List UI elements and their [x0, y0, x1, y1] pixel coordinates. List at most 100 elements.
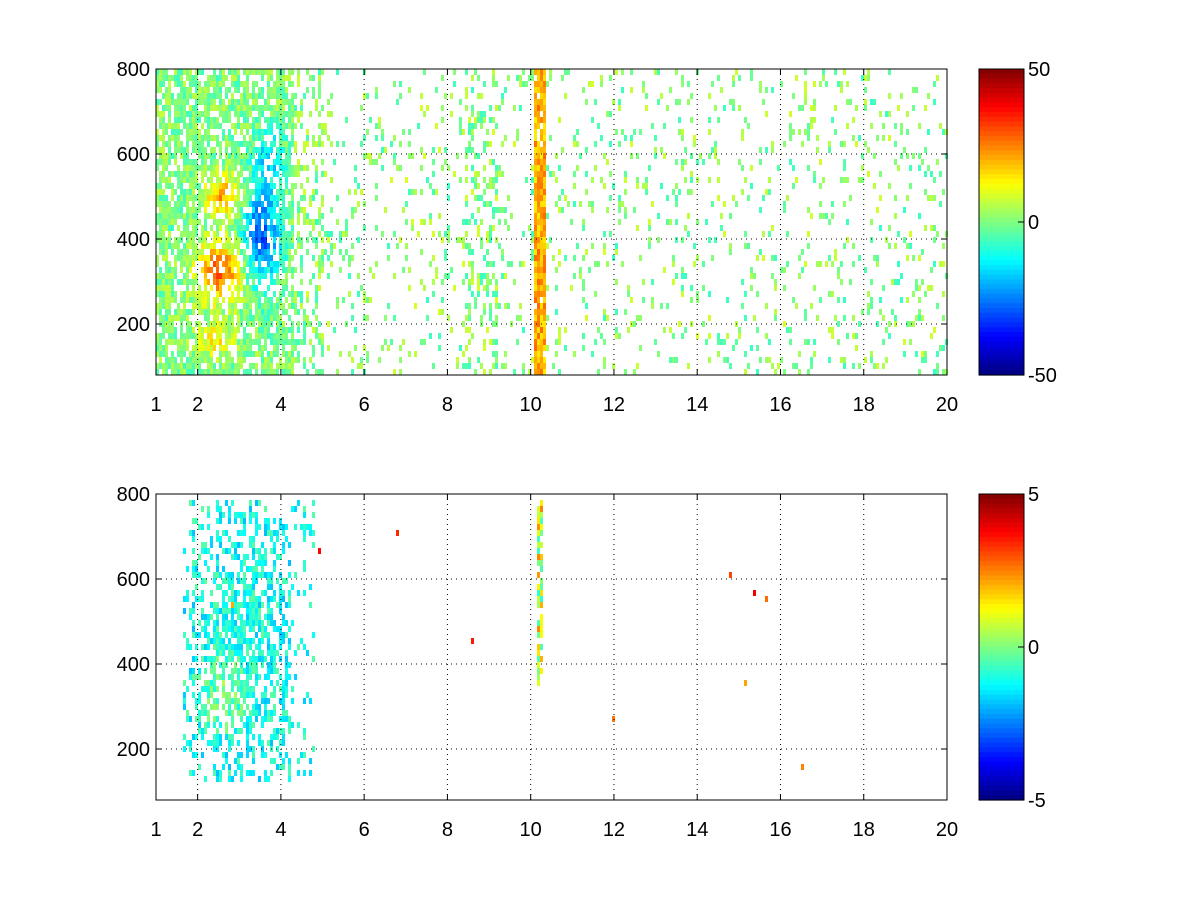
heatmap-cell: [543, 129, 546, 135]
heatmap-cell: [246, 566, 249, 572]
heatmap-cell: [675, 357, 678, 363]
heatmap-cell: [165, 255, 168, 261]
heatmap-cell: [291, 105, 294, 111]
heatmap-cell: [210, 147, 213, 153]
heatmap-cell: [192, 81, 195, 87]
heatmap-cell: [294, 524, 297, 530]
heatmap-cell: [261, 698, 264, 704]
heatmap-cell: [270, 740, 273, 746]
heatmap-cell: [861, 165, 864, 171]
heatmap-cell: [537, 285, 540, 291]
heatmap-cell: [255, 297, 258, 303]
heatmap-cell: [282, 524, 285, 530]
heatmap-cell: [537, 153, 540, 159]
heatmap-cell: [270, 309, 273, 315]
heatmap-cell: [189, 716, 192, 722]
heatmap-cell: [207, 195, 210, 201]
heatmap-cell: [249, 692, 252, 698]
heatmap-cell: [165, 297, 168, 303]
heatmap-cell: [681, 273, 684, 279]
heatmap-cell: [222, 75, 225, 81]
heatmap-cell: [264, 321, 267, 327]
heatmap-cell: [402, 207, 405, 213]
heatmap-cell: [264, 207, 267, 213]
heatmap-cell: [474, 177, 477, 183]
heatmap-cell: [243, 315, 246, 321]
heatmap-cell: [168, 207, 171, 213]
heatmap-cell: [534, 291, 537, 297]
heatmap-cell: [174, 189, 177, 195]
heatmap-cell: [282, 243, 285, 249]
heatmap-cell: [507, 225, 510, 231]
heatmap-cell: [339, 351, 342, 357]
heatmap-cell: [213, 207, 216, 213]
heatmap-cell: [522, 231, 525, 237]
heatmap-cell: [186, 327, 189, 333]
heatmap-cell: [543, 207, 546, 213]
heatmap-cell: [282, 201, 285, 207]
heatmap-cell: [267, 165, 270, 171]
heatmap-cell: [264, 686, 267, 692]
heatmap-cell: [204, 183, 207, 189]
heatmap-cell: [270, 255, 273, 261]
heatmap-cell: [237, 279, 240, 285]
heatmap-cell: [675, 195, 678, 201]
heatmap-cell: [285, 686, 288, 692]
heatmap-cell: [477, 225, 480, 231]
heatmap-cell: [318, 213, 321, 219]
heatmap-cell: [456, 153, 459, 159]
heatmap-cell: [246, 165, 249, 171]
heatmap-cell: [540, 219, 543, 225]
heatmap-cell: [549, 135, 552, 141]
heatmap-cell: [447, 315, 450, 321]
heatmap-cell: [378, 357, 381, 363]
heatmap-cell: [228, 363, 231, 369]
heatmap-cell: [420, 93, 423, 99]
heatmap-cell: [321, 267, 324, 273]
heatmap-cell: [879, 225, 882, 231]
heatmap-cell: [207, 177, 210, 183]
heatmap-cell: [558, 249, 561, 255]
heatmap-cell: [264, 267, 267, 273]
heatmap-cell: [618, 333, 621, 339]
heatmap-cell: [159, 273, 162, 279]
heatmap-cell: [288, 722, 291, 728]
heatmap-cell: [306, 524, 309, 530]
heatmap-cell: [756, 327, 759, 333]
heatmap-cell: [834, 255, 837, 261]
heatmap-cell: [159, 357, 162, 363]
heatmap-cell: [213, 716, 216, 722]
heatmap-cell: [222, 548, 225, 554]
heatmap-cell: [642, 279, 645, 285]
heatmap-cell: [306, 369, 309, 375]
heatmap-cell: [210, 740, 213, 746]
heatmap-cell: [228, 321, 231, 327]
x-tick-label: 12: [603, 394, 625, 416]
heatmap-cell: [225, 578, 228, 584]
heatmap-cell: [831, 261, 834, 267]
colorbar-swatch: [979, 656, 1024, 662]
heatmap-cell: [273, 542, 276, 548]
heatmap-cell: [264, 309, 267, 315]
heatmap-cell: [210, 159, 213, 165]
heatmap-cell: [330, 231, 333, 237]
heatmap-cell: [288, 644, 291, 650]
heatmap-cell: [597, 123, 600, 129]
heatmap-cell: [366, 93, 369, 99]
heatmap-cell: [312, 363, 315, 369]
heatmap-cell: [174, 255, 177, 261]
heatmap-cell: [270, 219, 273, 225]
heatmap-cell: [165, 357, 168, 363]
heatmap-cell: [252, 566, 255, 572]
heatmap-cell: [792, 93, 795, 99]
heatmap-cell: [366, 351, 369, 357]
heatmap-cell: [228, 105, 231, 111]
heatmap-cell: [195, 231, 198, 237]
heatmap-cell: [270, 213, 273, 219]
heatmap-cell: [222, 249, 225, 255]
heatmap-cell: [402, 129, 405, 135]
heatmap-cell: [264, 626, 267, 632]
heatmap-cell: [231, 644, 234, 650]
heatmap-cell: [426, 315, 429, 321]
heatmap-cell: [654, 147, 657, 153]
